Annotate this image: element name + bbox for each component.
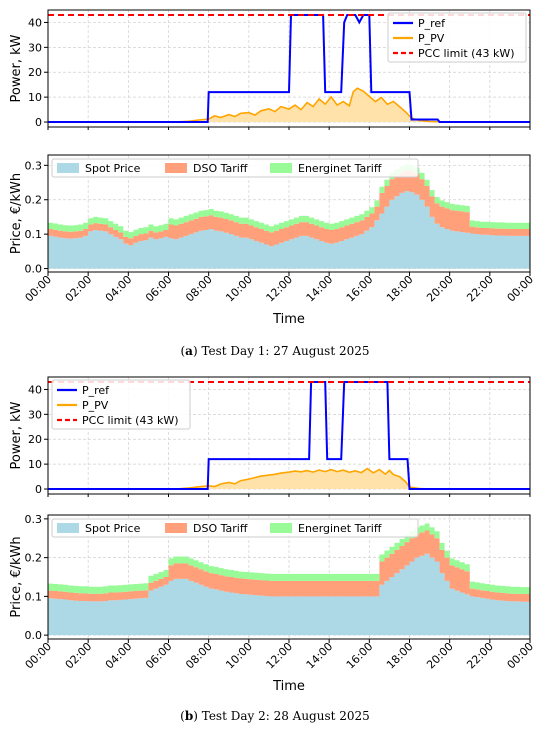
- y-tick-label: 40: [28, 383, 42, 396]
- y-tick-label: 30: [28, 41, 42, 54]
- y-tick-label: 0: [35, 116, 42, 129]
- x-tick-label: 06:00: [143, 273, 175, 305]
- x-tick-label: 14:00: [304, 273, 336, 305]
- x-tick-label: 00:00: [23, 273, 55, 305]
- legend-label: PCC limit (43 kW): [418, 47, 515, 60]
- legend-label: PCC limit (43 kW): [82, 414, 179, 427]
- x-tick-label: 18:00: [384, 273, 416, 305]
- y-tick-label: 40: [28, 16, 42, 29]
- spot-price-area: [48, 553, 530, 636]
- time-xlabel: Time: [272, 312, 305, 327]
- price-ylabel: Price, €/kWh: [9, 536, 24, 617]
- x-tick-label: 14:00: [304, 640, 336, 672]
- y-tick-label: 0.3: [25, 513, 43, 526]
- legend-box: [51, 158, 419, 178]
- x-tick-label: 10:00: [223, 273, 255, 305]
- legend-box: [51, 379, 191, 430]
- y-tick-label: 20: [28, 433, 42, 446]
- y-tick-label: 0.2: [25, 552, 43, 565]
- x-tick-label: 08:00: [183, 273, 215, 305]
- x-tick-label: 16:00: [344, 273, 376, 305]
- x-tick-label: 12:00: [264, 640, 296, 672]
- legend-swatch: [57, 163, 79, 173]
- legend-label: Spot Price: [85, 162, 141, 175]
- legend-label: P_PV: [82, 399, 109, 412]
- legend-swatch: [165, 163, 187, 173]
- x-tick-label: 00:00: [505, 640, 537, 672]
- x-tick-label: 00:00: [505, 273, 537, 305]
- pv-fill-area: [48, 468, 530, 490]
- caption-1: (a) Test Day 1: 27 August 2025: [180, 344, 369, 358]
- legend-label: DSO Tariff: [193, 162, 248, 175]
- legend-label: P_ref: [82, 384, 110, 397]
- x-tick-label: 02:00: [63, 273, 95, 305]
- y-tick-label: 0.1: [25, 590, 43, 603]
- x-tick-label: 22:00: [464, 640, 496, 672]
- x-tick-label: 04:00: [103, 273, 135, 305]
- legend-label: DSO Tariff: [193, 522, 248, 535]
- x-tick-label: 06:00: [143, 640, 175, 672]
- x-tick-label: 18:00: [384, 640, 416, 672]
- legend-swatch: [270, 163, 292, 173]
- energinet-tariff-area: [48, 164, 530, 239]
- y-tick-label: 0.0: [25, 263, 43, 276]
- x-tick-label: 08:00: [183, 640, 215, 672]
- y-tick-label: 10: [28, 91, 42, 104]
- y-tick-label: 0.2: [25, 194, 43, 207]
- y-tick-label: 0: [35, 483, 42, 496]
- energinet-tariff-area: [48, 523, 530, 594]
- power-chart-2: 0 10 20 30 40 Power, kW P_ref P_PV PCC limit (43…: [9, 376, 531, 497]
- legend-label: Spot Price: [85, 522, 141, 535]
- legend-label: Energinet Tariff: [298, 522, 382, 535]
- x-tick-label: 04:00: [103, 640, 135, 672]
- price-ylabel: Price, €/kWh: [9, 173, 24, 254]
- y-tick-label: 10: [28, 458, 42, 471]
- power-ylabel: Power, kW: [9, 401, 24, 469]
- y-tick-label: 0.3: [25, 159, 43, 172]
- y-tick-label: 0.0: [25, 629, 43, 642]
- y-tick-label: 30: [28, 408, 42, 421]
- time-xlabel: Time: [272, 679, 305, 694]
- x-tick-label: 20:00: [424, 640, 456, 672]
- p-pv-line: [48, 87, 530, 123]
- legend-label: Energinet Tariff: [298, 162, 382, 175]
- dso-tariff-area: [48, 530, 530, 602]
- legend-box: [387, 12, 527, 63]
- y-tick-label: 20: [28, 66, 42, 79]
- price-chart-1: 0.00.10.20.300:00 02:00 04:00 06:00 08:00 10:…: [9, 154, 537, 327]
- legend-swatch: [270, 523, 292, 533]
- x-tick-label: 16:00: [344, 640, 376, 672]
- x-tick-label: 02:00: [63, 640, 95, 672]
- x-tick-label: 12:00: [264, 273, 296, 305]
- caption-letter: b: [185, 709, 193, 723]
- p-ref-line: [48, 381, 530, 490]
- price-chart-2: 0.00.10.20.300:00 02:00 04:00 06:00 08:00 10:…: [9, 513, 536, 694]
- caption-text: Test Day 2: 28 August 2025: [202, 709, 370, 723]
- pv-fill-area: [48, 88, 530, 123]
- caption-2: (b) Test Day 2: 28 August 2025: [180, 709, 370, 723]
- caption-letter: a: [185, 344, 193, 358]
- price-legend: Spot Price DSO Tariff Energinet Tariff: [51, 518, 419, 538]
- p-pv-line: [48, 467, 530, 490]
- legend-label: P_PV: [418, 32, 445, 45]
- legend-label: P_ref: [418, 17, 446, 30]
- spot-price-area: [48, 191, 530, 269]
- legend-box: [51, 518, 419, 538]
- price-legend: Spot Price DSO Tariff Energinet Tariff: [51, 158, 419, 178]
- x-tick-label: 00:00: [23, 640, 55, 672]
- legend-swatch: [57, 523, 79, 533]
- power-ylabel: Power, kW: [9, 34, 24, 102]
- x-tick-label: 10:00: [223, 640, 255, 672]
- x-tick-label: 20:00: [424, 273, 456, 305]
- legend-swatch: [165, 523, 187, 533]
- y-tick-label: 0.1: [25, 228, 43, 241]
- power-chart-1: 0 10 20 30 40 Power, kW P_ref P_PV PCC limit (43…: [9, 9, 531, 130]
- caption-text: Test Day 1: 27 August 2025: [201, 344, 369, 358]
- x-tick-label: 22:00: [464, 273, 496, 305]
